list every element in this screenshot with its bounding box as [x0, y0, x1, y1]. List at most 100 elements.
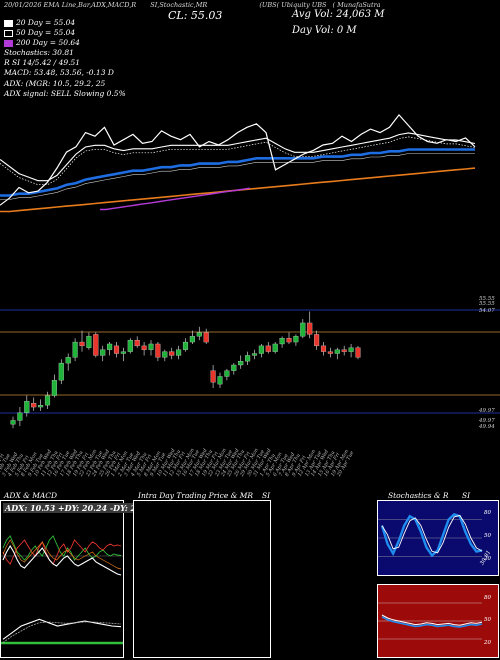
candle-up [293, 336, 299, 343]
legend-adx-signal: ADX signal: SELL Slowing 0.5% [4, 89, 126, 98]
day-volume: Day Vol: 0 M [292, 25, 357, 36]
rsi-chart [378, 602, 483, 640]
close-price: CL: 55.03 [168, 9, 223, 22]
rsi-line [381, 614, 483, 626]
candle-up [231, 364, 237, 371]
candle-down [155, 343, 161, 358]
intraday-title: Intra Day Trading Price & MR [138, 491, 254, 500]
candle-up [258, 345, 264, 354]
ema20-swatch [4, 19, 13, 27]
candle-up [24, 401, 30, 413]
candle-up [189, 336, 195, 343]
price-level-6: 49.94 [479, 424, 495, 430]
stoch-tick-80: 80 [484, 510, 491, 516]
macd-line [2, 618, 122, 640]
candle-down [314, 334, 320, 347]
stoch-d-line [381, 514, 483, 554]
candle-down [134, 339, 140, 347]
candle-up [217, 376, 223, 385]
candle-down [93, 334, 99, 356]
rsi-tick-50: 50 [484, 617, 491, 623]
rsi-panel: 80 50 20 [377, 584, 499, 658]
ema50-swatch [4, 29, 13, 37]
header-company: ( MunafaSutra [332, 1, 381, 9]
candle-up [65, 357, 71, 364]
price-level-3: 54.07 [479, 308, 495, 314]
header-line: 20/01/2026 EMA Line,Bar,ADX,MACD,R SI,St… [4, 1, 381, 9]
candle-down [79, 341, 85, 347]
ema-legend: 20 Day = 55.04 50 Day = 55.04 200 Day = … [4, 18, 114, 78]
close-price-line [0, 113, 476, 206]
stoch-tick-50: 50 [484, 533, 491, 539]
candle-up [10, 420, 16, 425]
purple-ema-line [100, 187, 251, 211]
stoch-title: Stochastics & R [388, 491, 449, 500]
dotted-ema-line [0, 136, 476, 186]
price-level-2: 55.55 [479, 301, 495, 307]
legend-ema20-label: 20 Day = 55.04 [16, 18, 76, 27]
candle-up [300, 322, 306, 337]
candle-down [327, 351, 333, 354]
candle-down [320, 345, 327, 352]
legend-ema200-label: 200 Day = 50.64 [16, 38, 80, 47]
candle-up [176, 349, 182, 356]
candle-up [334, 349, 340, 354]
candle-up [127, 339, 133, 352]
candle-up [238, 361, 244, 366]
candle-up [224, 370, 230, 377]
intraday-panel [133, 500, 271, 658]
candle-up [196, 332, 202, 337]
candle-up [44, 395, 51, 406]
legend-ema50: 50 Day = 55.04 [4, 28, 114, 38]
macd-signal-line [2, 621, 122, 644]
intraday-si: SI [262, 491, 271, 500]
stoch-k-line [380, 513, 483, 558]
candle-down [286, 338, 292, 343]
header-ticker-left: (UBS( [259, 1, 280, 9]
plus-di-line [2, 535, 122, 561]
candle-down [307, 322, 313, 335]
candle-up [182, 341, 189, 350]
candle-up [251, 353, 258, 356]
candle-down [203, 332, 209, 343]
header-ticker: Ubiquity UBS [281, 1, 327, 9]
candle-up [86, 336, 92, 348]
price-level-1: 55.55 [479, 296, 495, 302]
legend-macd: MACD: 53.48, 53.56, -0.13 D [4, 68, 114, 77]
candle-up [120, 351, 126, 354]
adx-macd-title: ADX & MACD [4, 491, 58, 500]
candle-down [113, 345, 120, 354]
stochastics-chart [378, 513, 483, 558]
candle-up [72, 341, 78, 358]
candle-down [355, 347, 361, 358]
candle-up [51, 380, 57, 396]
adx-orange-line [2, 539, 122, 570]
candle-up [100, 349, 106, 356]
candle-up [38, 404, 44, 408]
avg-volume: Avg Vol: 24,063 M [292, 9, 385, 20]
candle-down [31, 403, 37, 408]
rsi-tick-20: 20 [484, 640, 491, 646]
thin-ema-line [0, 153, 475, 200]
adx-line [2, 544, 122, 576]
price-chart [0, 113, 500, 429]
header-indicators-2: SI,Stochastic,MR [150, 1, 208, 9]
adx-readout: ADX: 10.53 +DY: 20.24 -DY: 25 [3, 503, 144, 513]
legend-ema20: 20 Day = 55.04 [4, 18, 114, 28]
adx-chart [1, 535, 123, 645]
stoch-panel: 80 50 20 30.81 [377, 500, 499, 576]
ema20-line [0, 132, 476, 182]
price-level-5: 49.97 [479, 418, 495, 424]
candle-up [162, 351, 168, 358]
legend-ema50-label: 50 Day = 55.04 [16, 28, 76, 37]
candle-up [272, 343, 278, 352]
candle-down [141, 345, 147, 350]
minus-di-line [2, 539, 122, 565]
stoch-tick-20: 20 [484, 556, 491, 562]
ema50-line [0, 148, 475, 197]
candle-up [17, 412, 23, 421]
candle-down [169, 351, 175, 356]
ema200-swatch [4, 39, 13, 47]
legend-rsi: R SI 14/5.42 / 49.51 [4, 58, 81, 67]
candle-up [279, 338, 285, 345]
